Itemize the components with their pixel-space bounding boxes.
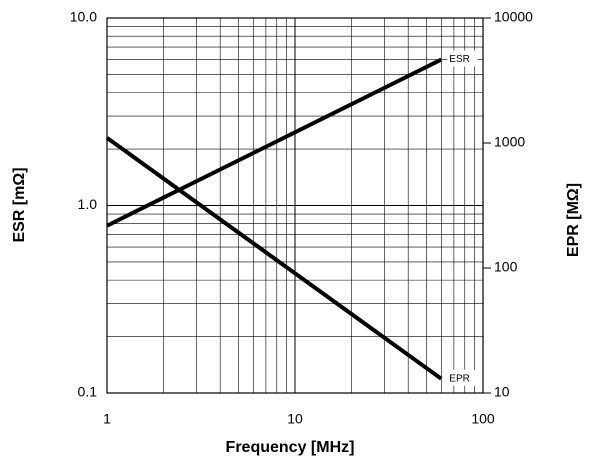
series-label: EPR [449, 373, 470, 384]
y-axis-label: ESR [mΩ] [11, 167, 28, 242]
x-axis-label: Frequency [MHz] [226, 439, 355, 456]
series-label-box [447, 369, 478, 386]
series-label: ESR [449, 54, 470, 65]
y-tick-label: 10.0 [70, 9, 97, 25]
y-tick-label: 1.0 [78, 196, 98, 212]
y2-tick-label: 10000 [494, 9, 533, 25]
plot-frame [106, 17, 484, 394]
series-line [106, 57, 443, 228]
y2-axis-label: EPR [MΩ] [565, 183, 582, 257]
x-tick-label: 100 [471, 411, 495, 427]
series-line [105, 136, 443, 381]
x-tick-label: 10 [287, 411, 303, 427]
y2-tick-label: 1000 [494, 134, 525, 150]
y-tick-label: 0.1 [78, 384, 98, 400]
series-label-box [447, 50, 478, 67]
x-tick-label: 1 [103, 411, 111, 427]
y2-tick-label: 10 [494, 384, 510, 400]
y2-tick-label: 100 [494, 259, 518, 275]
